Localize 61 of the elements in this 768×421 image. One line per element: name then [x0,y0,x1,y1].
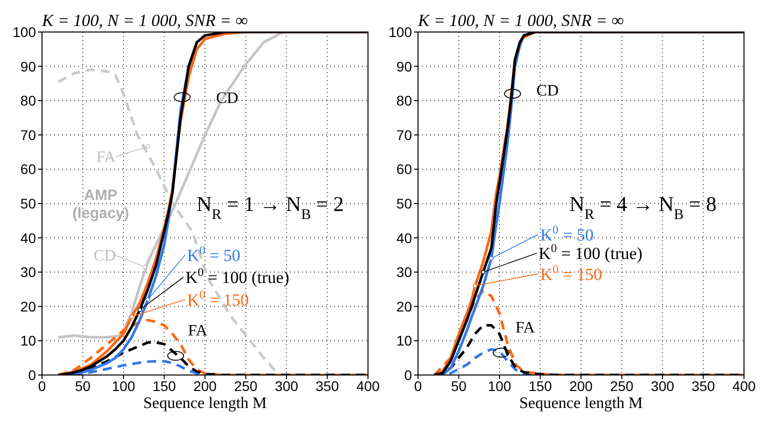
y-tick-label: 90 [20,58,36,74]
y-tick-label: 30 [396,264,412,280]
annotation: CD [216,90,238,107]
x-tick-label: 0 [38,378,46,394]
annotation: CD [536,82,559,100]
legend-label: K$^{0}$ = 150 [540,262,602,284]
x-tick-label: 150 [528,378,552,394]
annotation: FA [188,322,208,340]
annotation: FA [515,319,536,336]
x-tick-label: 350 [316,378,340,394]
y-tick-label: 10 [396,332,412,349]
annotation: CD [94,248,116,265]
x-tick-label: 300 [274,378,298,394]
x-axis-title: Sequence length M [143,395,267,412]
x-tick-label: 400 [732,378,756,394]
x-tick-label: 300 [650,378,674,394]
y-tick-label: 100 [388,24,412,40]
legend-label: K$^{0}$ = 150 [187,287,249,310]
annotation: AMP (legacy) [72,186,130,222]
series-label: K$^{0}$ = 50 [187,242,240,265]
x-tick-label: 250 [234,378,258,394]
y-tick-label: 40 [20,230,36,246]
y-tick-label: 100 [12,24,36,40]
y-tick-label: 40 [396,230,412,246]
y-tick-label: 20 [396,298,412,314]
point [129,314,134,319]
x-tick-label: 400 [356,378,380,394]
x-axis-title: Sequence length M [519,395,643,412]
y-tick-label: 0 [404,366,412,383]
annotation: FA [96,149,116,166]
y-tick-label: 10 [20,332,36,349]
y-tick-label: 90 [396,58,412,74]
chart-title: K = 100, N = 1 000, SNR = ∞ [417,11,624,30]
y-tick-label: 60 [20,161,36,178]
x-tick-label: 0 [414,378,422,394]
y-tick-label: 20 [20,298,36,314]
y-tick-label: 80 [20,92,36,109]
chart-title: K = 100, N = 1 000, SNR = ∞ [41,11,248,30]
y-tick-label: 50 [396,195,412,212]
point [472,284,478,288]
y-tick-label: 80 [396,92,412,109]
x-tick-label: 350 [692,378,716,394]
y-tick-label: 70 [396,126,412,143]
x-tick-label: 50 [450,378,467,394]
series-label: K$^{0}$ = 100 (true) [185,265,290,288]
y-tick-label: 30 [20,264,36,280]
y-tick-label: 70 [20,126,36,143]
point [138,308,142,312]
x-tick-label: 100 [112,378,136,394]
annotation: N$_{R}$ = 4 → N$_{B}$ = 8 [569,192,717,223]
x-tick-label: 200 [569,378,593,394]
y-tick-label: 50 [20,195,36,212]
annotation: N$_{R}$ = 1 → N$_{B}$ = 2 [196,192,344,223]
point [481,270,486,274]
x-tick-label: 150 [152,378,176,394]
x-tick-label: 100 [488,378,512,394]
y-tick-label: 60 [396,161,412,178]
x-tick-label: 50 [74,378,91,394]
x-tick-label: 200 [193,378,217,394]
x-tick-label: 250 [610,378,634,394]
y-tick-label: 0 [28,366,36,383]
